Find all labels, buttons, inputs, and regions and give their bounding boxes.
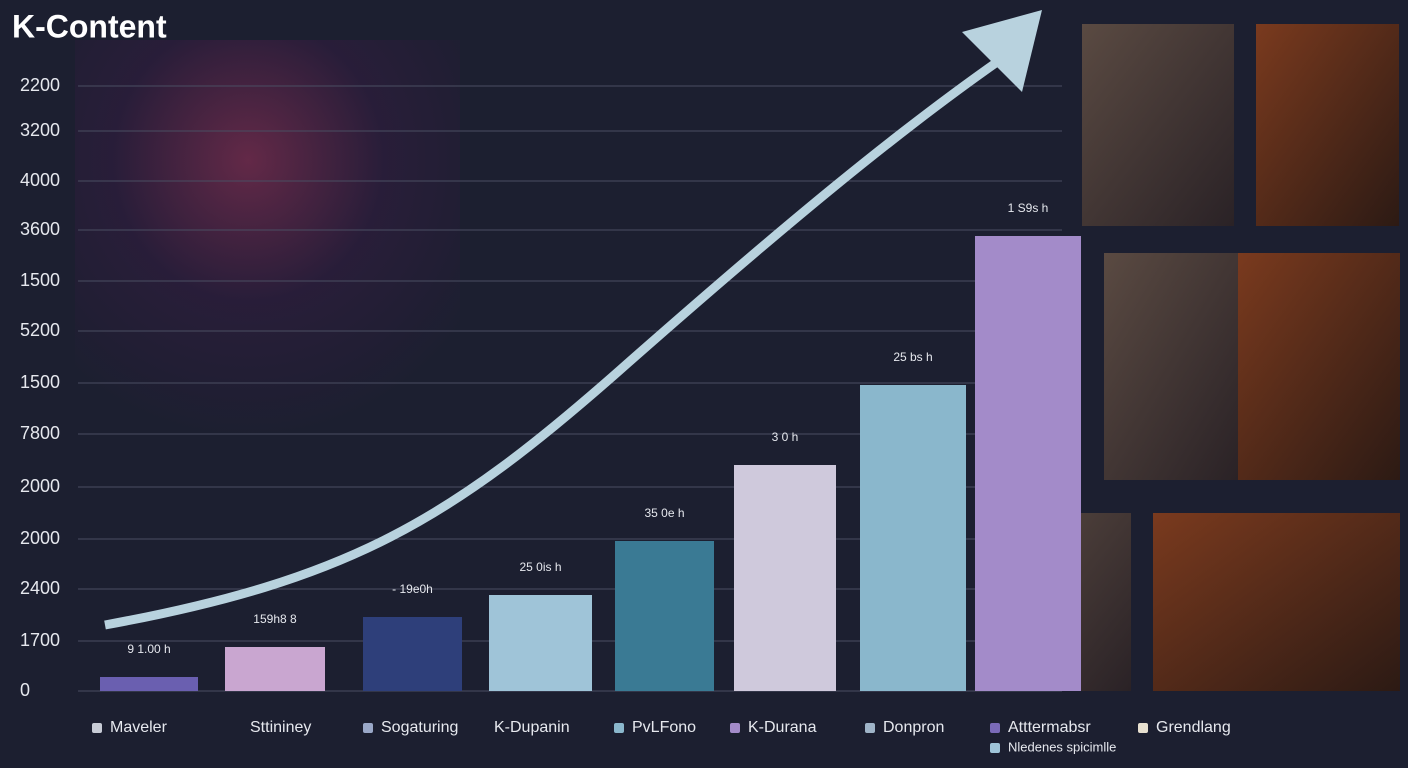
title: K-Content [12, 8, 167, 44]
bar-label: 159h8 8 [253, 612, 297, 626]
arrow-head [962, 10, 1042, 92]
bar-label: 1 S9s h [1008, 201, 1049, 215]
legend: Maveler Sttininey Sogaturing K-Dupanin PvLFo… [92, 719, 1231, 754]
legend-label: K-Dupanin [494, 719, 570, 736]
bar-label: - 19e0h [392, 582, 433, 596]
legend-label: Sttininey [250, 719, 311, 736]
legend-label: Sogaturing [381, 719, 458, 736]
bar-label: 25 0is h [519, 560, 561, 574]
trend-arrow [104, 56, 1003, 630]
food-photo [1153, 513, 1400, 691]
y-axis-label: 1500 [20, 372, 60, 392]
bar-label: 25 bs h [893, 350, 932, 364]
food-photo [1256, 24, 1399, 226]
legend-label: PvLFono [632, 719, 696, 736]
legend-swatch [865, 723, 875, 733]
legend-label: Atttermabsr [1008, 719, 1091, 736]
legend-label: K-Durana [748, 719, 817, 736]
legend-swatch [1138, 723, 1148, 733]
y-axis-label: 3600 [20, 219, 60, 239]
y-axis-label: 3200 [20, 120, 60, 140]
y-axis-label: 5200 [20, 320, 60, 340]
bar [100, 677, 198, 691]
legend-label: Grendlang [1156, 719, 1231, 736]
portrait-photo [1082, 24, 1234, 226]
legend-swatch [990, 743, 1000, 753]
legend-swatch [92, 723, 102, 733]
bar [225, 647, 325, 691]
y-axis-label: 2400 [20, 578, 60, 598]
bar [489, 595, 592, 691]
y-axis-label: 4000 [20, 170, 60, 190]
y-axis-label: 2000 [20, 476, 60, 496]
bar-label: 3 0 h [772, 430, 799, 444]
y-axis-label: 1500 [20, 270, 60, 290]
legend-label: Maveler [110, 719, 168, 736]
portrait-photo [1104, 253, 1238, 480]
legend-swatch [363, 723, 373, 733]
legend-swatch [990, 723, 1000, 733]
bar [860, 385, 966, 691]
bar [734, 465, 836, 691]
legend-label: Donpron [883, 719, 944, 736]
food-photo [1238, 253, 1400, 480]
bar [615, 541, 714, 691]
legend-swatch [730, 723, 740, 733]
legend-swatch [614, 723, 624, 733]
y-axis-label: 2200 [20, 75, 60, 95]
y-axis-label: 7800 [20, 423, 60, 443]
y-axis-label: 1700 [20, 630, 60, 650]
bar [363, 617, 462, 691]
bar [975, 236, 1081, 691]
y-axis-label: 2000 [20, 528, 60, 548]
bar-label: 35 0e h [644, 506, 684, 520]
legend-label: Nledenes spicimlle [1008, 739, 1116, 754]
bars: 9 1.00 h 159h8 8 - 19e0h 25 0is h 35 0e h 3 0… [100, 201, 1081, 691]
bar-label: 9 1.00 h [127, 642, 170, 656]
y-axis-label: 0 [20, 680, 30, 700]
concert-photo [75, 40, 460, 440]
